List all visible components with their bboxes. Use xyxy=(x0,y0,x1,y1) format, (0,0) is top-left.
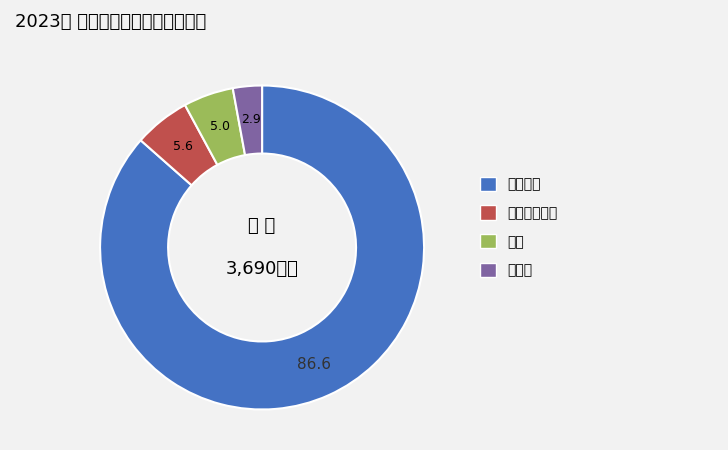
Text: 総 額: 総 額 xyxy=(248,217,276,235)
Wedge shape xyxy=(185,88,245,165)
Text: 86.6: 86.6 xyxy=(297,357,331,372)
Wedge shape xyxy=(141,105,218,185)
Text: 5.0: 5.0 xyxy=(210,120,230,133)
Text: 3,690万円: 3,690万円 xyxy=(226,260,298,278)
Text: 5.6: 5.6 xyxy=(173,140,193,153)
Wedge shape xyxy=(100,86,424,410)
Text: 2.9: 2.9 xyxy=(242,113,261,126)
Legend: ベトナム, シンガポール, 中国, その他: ベトナム, シンガポール, 中国, その他 xyxy=(480,177,558,278)
Text: 2023年 輸出相手国のシェア（％）: 2023年 輸出相手国のシェア（％） xyxy=(15,14,206,32)
Wedge shape xyxy=(233,86,262,155)
